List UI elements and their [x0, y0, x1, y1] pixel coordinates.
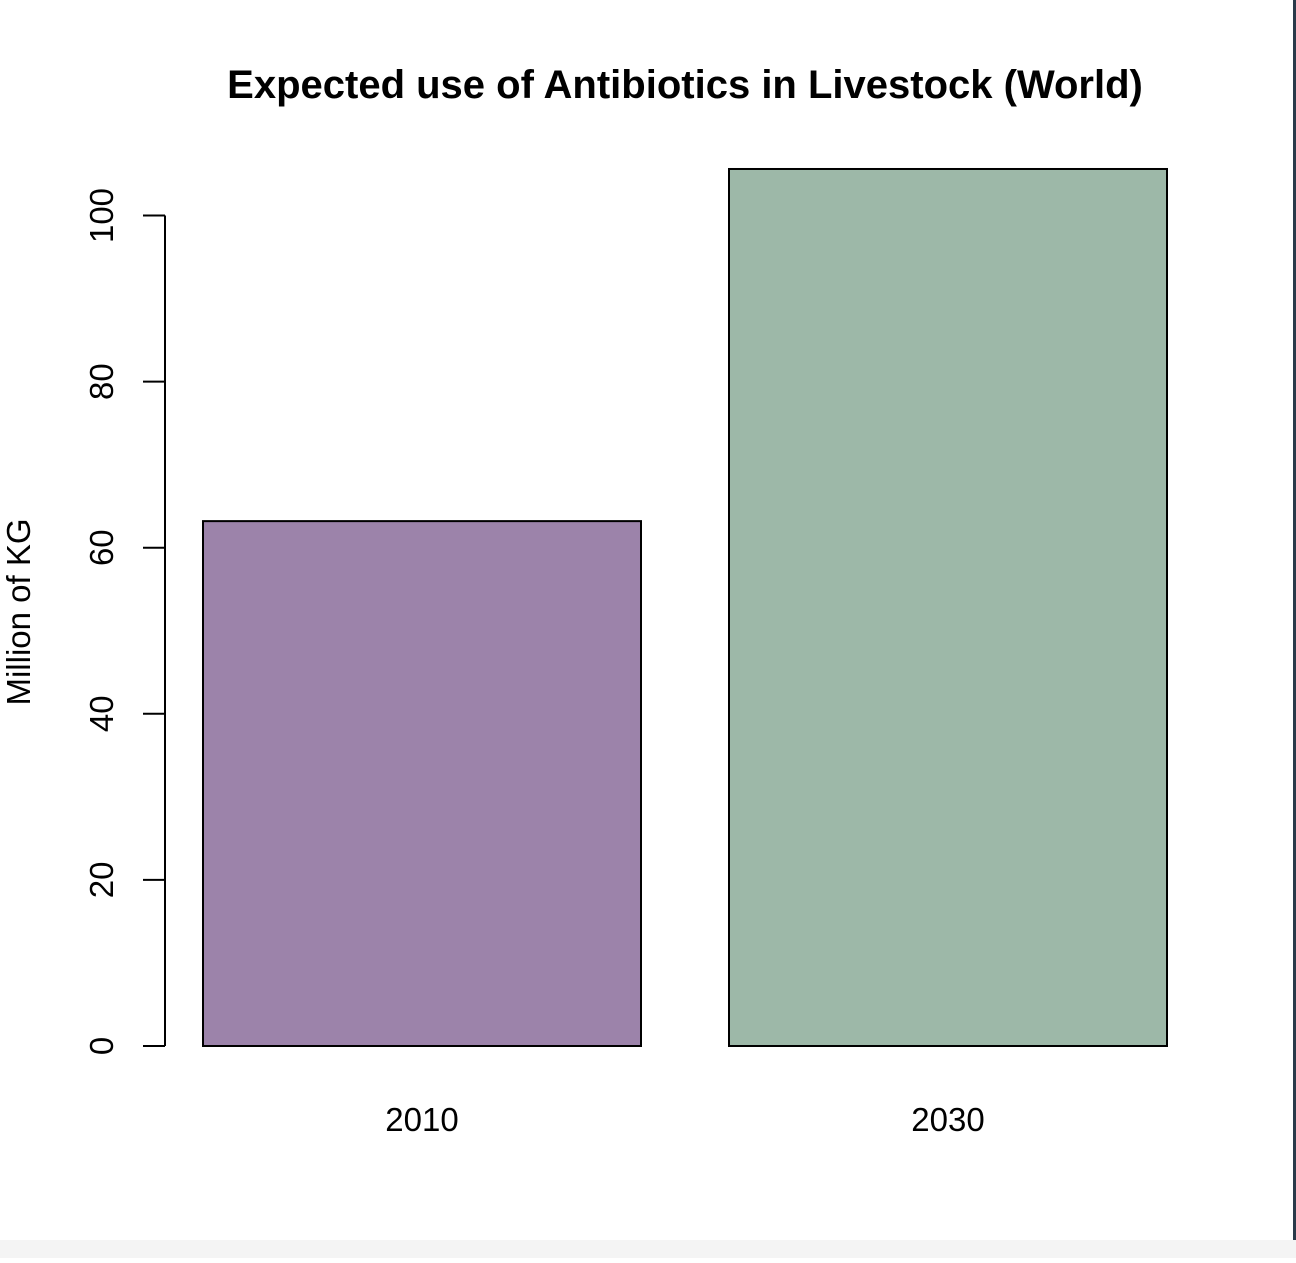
y-tick-label-0: 0 [83, 1037, 120, 1055]
x-tick-labels: 2010 2030 [385, 1101, 984, 1138]
chart-title: Expected use of Antibiotics in Livestock… [227, 63, 1143, 107]
bar-2030 [728, 167, 1168, 1047]
bars-layer [202, 167, 1168, 1047]
x-tick-label-2010: 2010 [385, 1101, 458, 1138]
bar-2010 [202, 520, 642, 1047]
y-tick-label-60: 60 [83, 529, 120, 566]
x-tick-label-2030: 2030 [911, 1101, 984, 1138]
bottom-strip [0, 1240, 1296, 1258]
y-tick-label-80: 80 [83, 363, 120, 400]
y-tick-label-40: 40 [83, 695, 120, 732]
y-axis-label: Million of KG [0, 518, 37, 705]
y-axis: 0 20 40 60 80 100 [83, 188, 166, 1055]
window-edge [1293, 0, 1296, 1240]
y-tick-label-20: 20 [83, 862, 120, 899]
y-tick-label-100: 100 [83, 188, 120, 243]
